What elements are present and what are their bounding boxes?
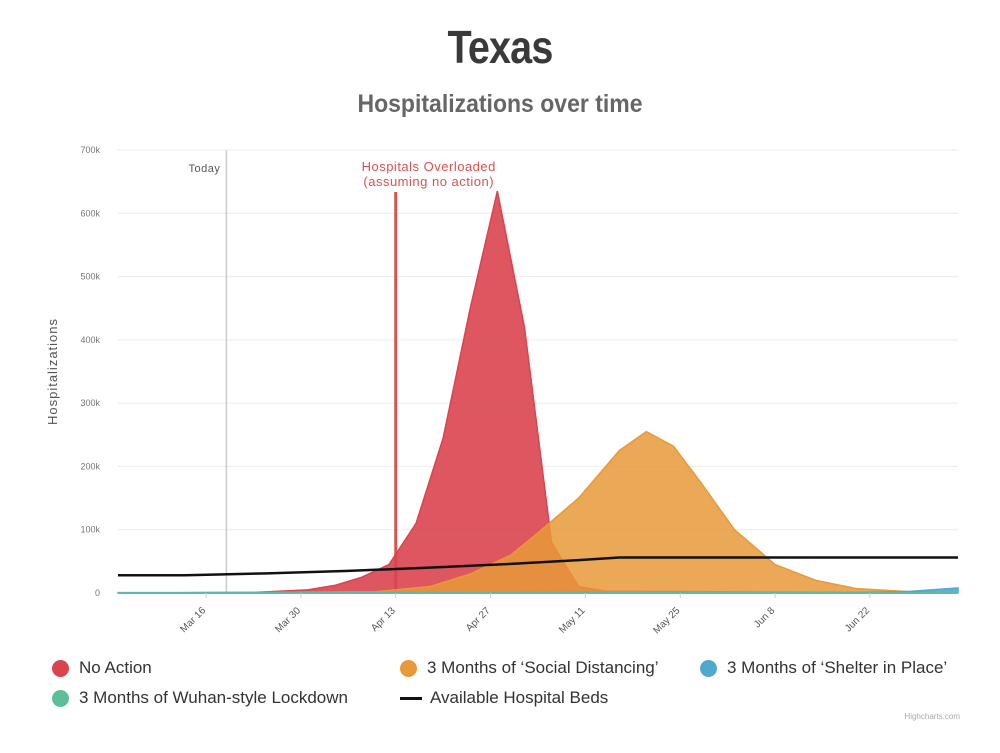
y-tick-label: 400k — [80, 335, 100, 345]
legend-label-shelter-in-place: 3 Months of ‘Shelter in Place’ — [727, 658, 948, 677]
x-tick-label: Mar 30 — [273, 605, 303, 635]
x-tick-label: Mar 16 — [178, 605, 208, 635]
legend-item-hospital-beds[interactable]: Available Hospital Beds — [400, 688, 608, 708]
chart-title: Texas — [447, 21, 554, 73]
y-tick-label: 500k — [80, 272, 100, 282]
series-area-3-months-of-social-distancing — [117, 430, 959, 594]
legend-marker-wuhan-lockdown — [52, 689, 69, 707]
series-line-available-hospital-beds — [118, 556, 958, 577]
y-tick-label: 600k — [80, 208, 100, 218]
legend-item-wuhan-lockdown[interactable]: 3 Months of Wuhan-style Lockdown — [52, 688, 348, 708]
x-tick-label: May 25 — [651, 605, 682, 636]
legend-label-social-distancing: 3 Months of ‘Social Distancing’ — [427, 658, 659, 677]
legend-marker-social-distancing — [400, 659, 417, 677]
x-tick-label: Apr 27 — [464, 605, 493, 634]
y-tick-label: 700k — [80, 145, 100, 155]
y-tick-label: 300k — [80, 398, 100, 408]
legend-marker-hospital-beds — [400, 696, 422, 700]
x-tick-label: Jun 22 — [843, 605, 872, 634]
legend-item-shelter-in-place[interactable]: 3 Months of ‘Shelter in Place’ — [700, 658, 947, 678]
chart-subtitle: Hospitalizations over time — [357, 90, 643, 118]
x-tick-label: Apr 13 — [369, 605, 398, 634]
y-tick-label: 0 — [95, 588, 100, 598]
legend-item-no-action[interactable]: No Action — [52, 658, 152, 678]
legend-label-hospital-beds: Available Hospital Beds — [430, 688, 609, 707]
legend-label-wuhan-lockdown: 3 Months of Wuhan-style Lockdown — [79, 688, 348, 707]
credits[interactable]: Highcharts.com — [904, 712, 960, 721]
plot-line-label: Hospitals Overloaded — [362, 159, 496, 174]
legend-marker-shelter-in-place — [700, 659, 717, 677]
legend-label-no-action: No Action — [79, 658, 152, 677]
legend-marker-no-action — [52, 659, 69, 677]
y-tick-label: 200k — [80, 461, 100, 471]
y-tick-label: 100k — [80, 525, 100, 535]
legend-item-social-distancing[interactable]: 3 Months of ‘Social Distancing’ — [400, 658, 659, 678]
y-axis-label: Hospitalizations — [45, 318, 60, 425]
x-tick-label: Jun 8 — [752, 605, 777, 630]
x-tick-label: May 11 — [557, 605, 588, 636]
plot-line-label: (assuming no action) — [363, 174, 494, 189]
plot-line-label: Today — [189, 163, 221, 175]
